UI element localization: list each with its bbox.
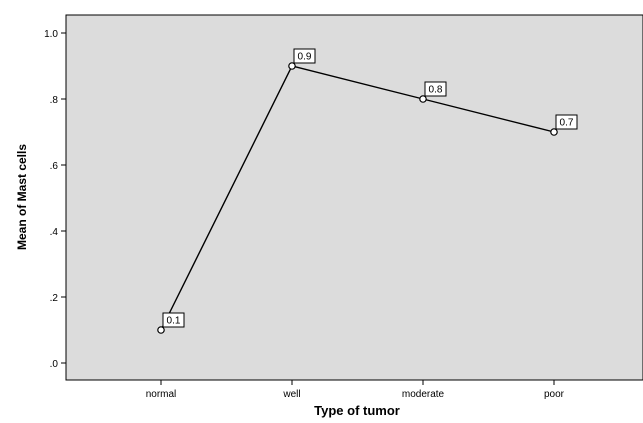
data-point xyxy=(157,326,165,334)
x-tick-label: poor xyxy=(544,389,565,400)
x-axis: normal well moderate poor xyxy=(146,380,565,400)
data-label-box xyxy=(162,312,185,328)
x-axis-title: Type of tumor xyxy=(314,403,400,418)
y-tick-label: 1.0 xyxy=(44,29,58,40)
data-point xyxy=(288,62,296,70)
x-tick-label: normal xyxy=(146,389,177,400)
series-layer xyxy=(157,62,558,334)
data-label-box xyxy=(293,48,316,64)
y-axis-title: Mean of Mast cells xyxy=(15,144,29,250)
data-label: 0.9 xyxy=(298,52,312,63)
y-tick-label: .8 xyxy=(50,95,59,106)
data-point xyxy=(419,95,427,103)
y-axis: .0 .2 .4 .6 .8 1.0 xyxy=(44,29,66,370)
y-tick-label: .0 xyxy=(50,359,59,370)
data-label-box xyxy=(424,81,447,97)
y-tick-label: .4 xyxy=(50,227,59,238)
y-tick-label: .2 xyxy=(50,293,59,304)
plot-area xyxy=(65,14,643,381)
data-labels: 0.1 0.9 0.8 0.7 xyxy=(162,48,578,328)
data-point xyxy=(550,128,558,136)
data-label: 0.8 xyxy=(429,85,443,96)
data-label: 0.1 xyxy=(167,316,181,327)
y-tick-label: .6 xyxy=(50,161,59,172)
data-label-box xyxy=(555,114,578,130)
x-tick-label: moderate xyxy=(402,389,445,400)
x-tick-label: well xyxy=(282,389,300,400)
data-label: 0.7 xyxy=(560,118,574,129)
series-line xyxy=(160,65,555,331)
